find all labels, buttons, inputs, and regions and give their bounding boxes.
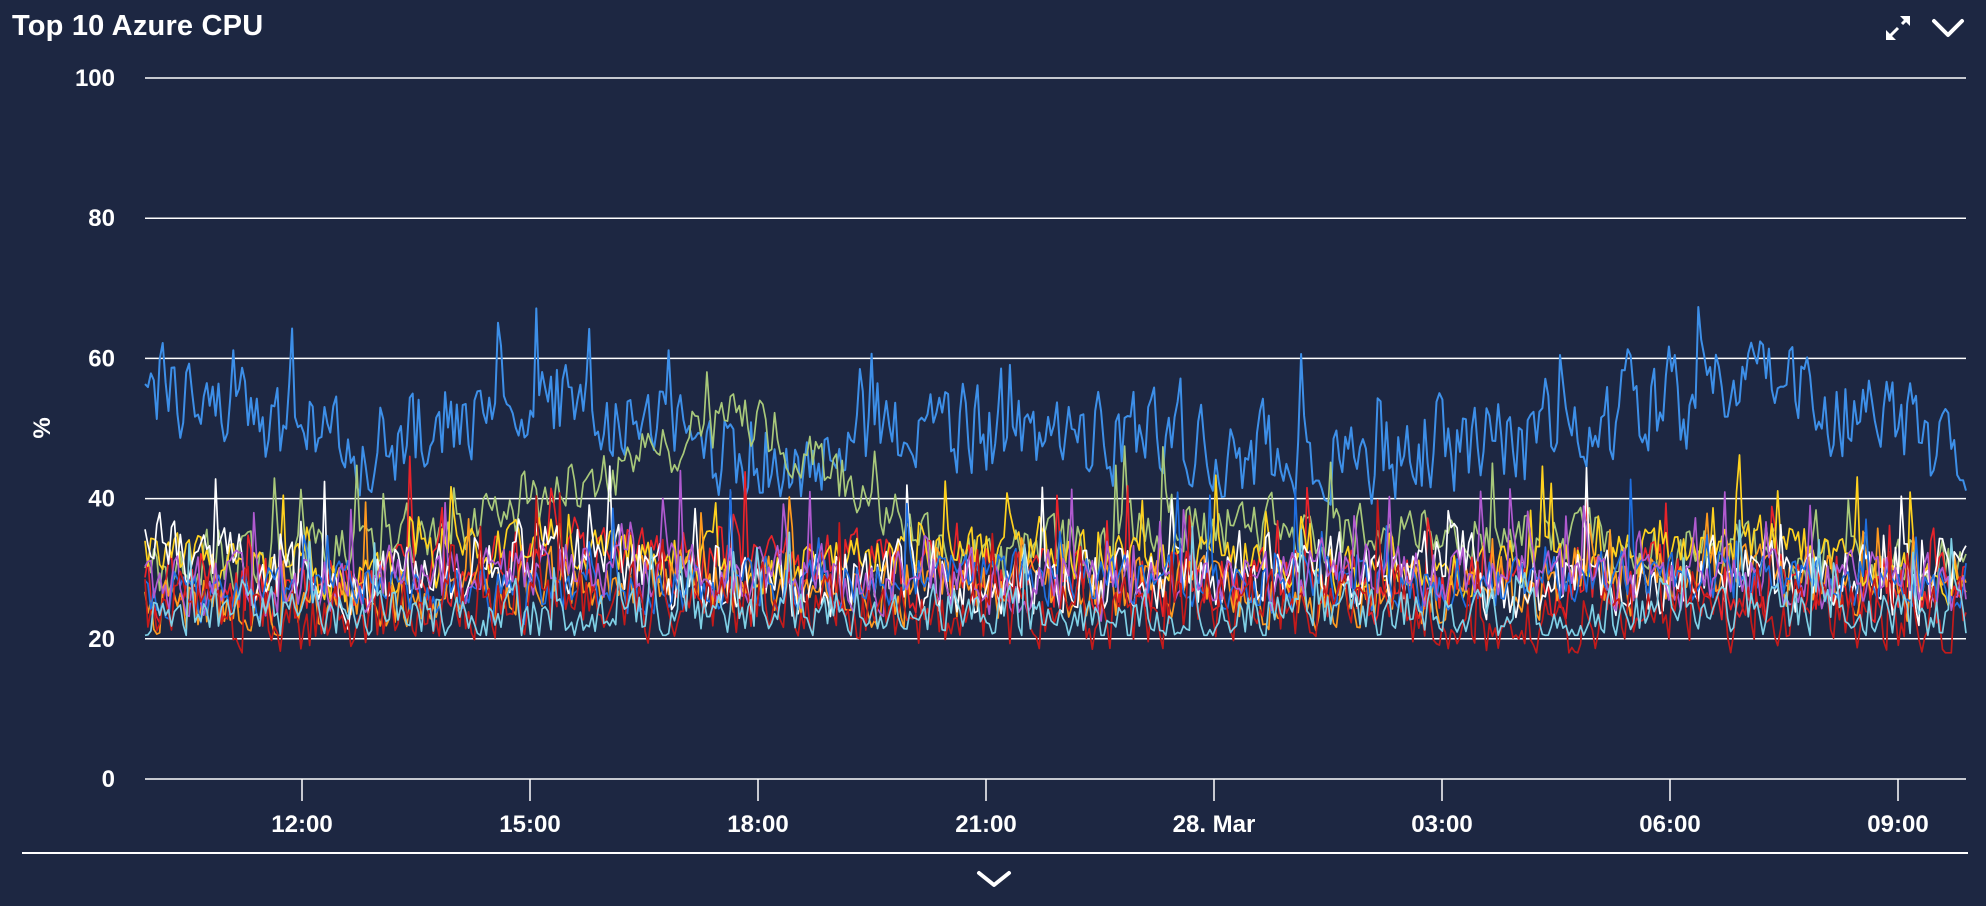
x-tick-label: 09:00 xyxy=(1867,811,1928,838)
expand-icon[interactable] xyxy=(1880,10,1916,46)
x-tick-label: 15:00 xyxy=(499,811,560,838)
chevron-down-icon[interactable] xyxy=(1930,10,1966,46)
x-tick-label: 18:00 xyxy=(727,811,788,838)
series-line xyxy=(144,306,1967,506)
series-line xyxy=(144,492,1967,654)
x-tick-label: 28. Mar xyxy=(1173,811,1256,838)
y-tick-label: 20 xyxy=(88,626,115,653)
x-tick-label: 12:00 xyxy=(271,811,332,838)
x-tick-label: 21:00 xyxy=(955,811,1016,838)
y-tick-label: 60 xyxy=(88,345,115,372)
y-tick-label: 40 xyxy=(88,486,115,513)
footer-divider xyxy=(22,852,1968,854)
x-tick-label: 06:00 xyxy=(1639,811,1700,838)
series-line xyxy=(144,519,1967,637)
y-tick-label: 0 xyxy=(102,766,115,793)
y-tick-label: 80 xyxy=(88,205,115,232)
series-line xyxy=(144,454,1967,607)
y-axis-label: % xyxy=(29,417,56,438)
y-tick-label: 100 xyxy=(75,65,115,92)
widget-title: Top 10 Azure CPU xyxy=(12,10,264,42)
series-line xyxy=(144,469,1967,622)
chevron-down-icon[interactable] xyxy=(975,866,1013,892)
x-tick-label: 03:00 xyxy=(1411,811,1472,838)
